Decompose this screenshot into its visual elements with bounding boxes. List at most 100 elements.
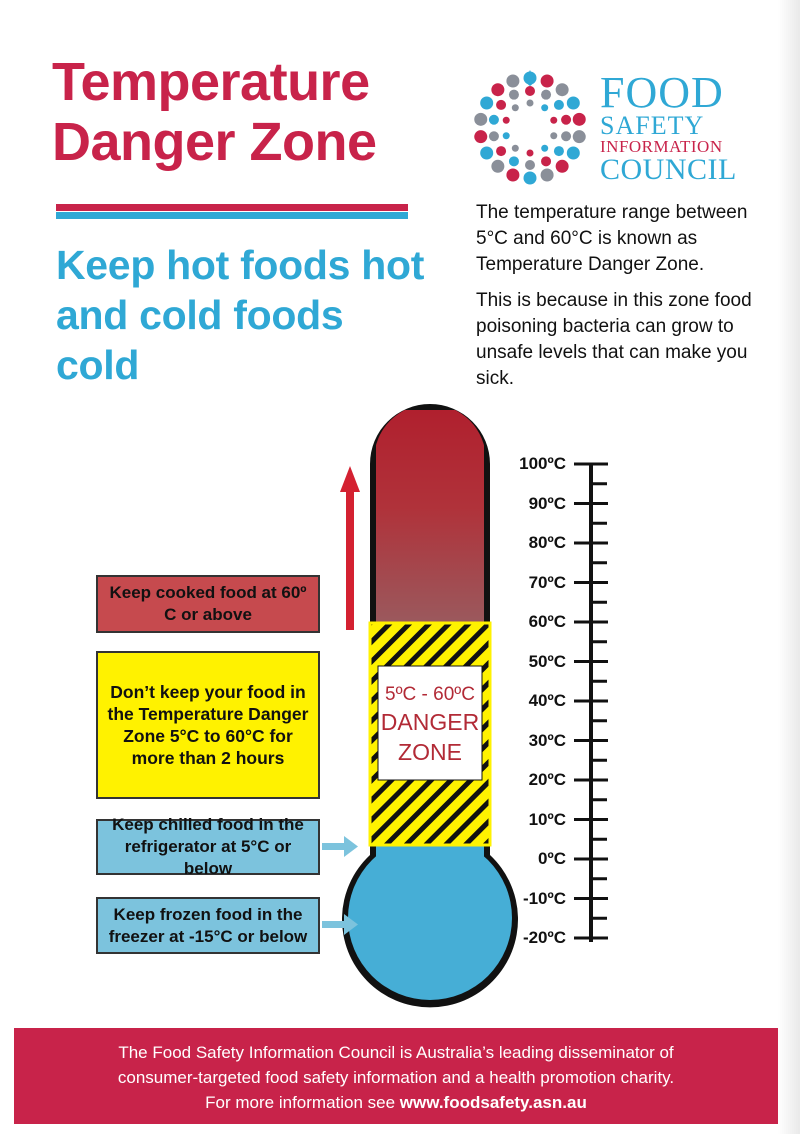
logo-dot xyxy=(572,130,586,144)
scale-label: 40ºC xyxy=(528,691,566,710)
scale-ticks xyxy=(574,462,608,940)
scale-minor-tick xyxy=(591,679,607,683)
intro-text: The temperature range between 5°C and 60… xyxy=(476,200,766,402)
logo-dot xyxy=(491,83,505,97)
page-title: Temperature Danger Zone xyxy=(52,52,432,172)
logo-dot xyxy=(480,96,494,110)
thermometer-diagram: 5ºC - 60ºC DANGER ZONE xyxy=(322,404,608,1008)
scale-minor-tick xyxy=(591,640,607,644)
scale-minor-tick xyxy=(591,521,607,525)
logo-dot xyxy=(496,99,507,110)
scale-minor-tick xyxy=(591,561,607,565)
scale-major-tick xyxy=(574,699,608,703)
logo-dot xyxy=(572,112,586,126)
subtitle-line-1: Keep hot foods hot xyxy=(56,242,425,288)
logo-dot xyxy=(555,83,569,97)
logo-line-food: FOOD xyxy=(600,68,724,117)
scale-major-tick xyxy=(574,818,608,821)
logo-dot xyxy=(488,131,499,142)
logo-dot xyxy=(525,86,535,96)
frozen-food-box: Keep frozen food in the freezer at -15°C… xyxy=(96,897,320,954)
scale-label: 80ºC xyxy=(528,533,566,552)
logo-dot xyxy=(508,89,519,100)
intro-paragraph-2: This is because in this zone food poison… xyxy=(476,290,752,389)
arrow-right-icon xyxy=(322,914,358,935)
scale-minor-tick xyxy=(591,600,607,604)
arrow-up-icon xyxy=(340,466,360,630)
page-subtitle: Keep hot foods hot and cold foods cold xyxy=(56,240,426,390)
logo-wordmark: FOOD SAFETY INFORMATION COUNCIL xyxy=(600,68,750,185)
logo-dot xyxy=(526,149,534,157)
thermometer-hot-section xyxy=(376,410,484,626)
scale-major-tick xyxy=(574,857,608,861)
logo-dot xyxy=(502,132,510,140)
scale-axis xyxy=(589,464,593,942)
scale-label: 20ºC xyxy=(528,770,566,789)
danger-zone-word-1: DANGER xyxy=(381,709,479,735)
logo-dot xyxy=(566,146,580,160)
scale-label: -20ºC xyxy=(522,928,566,947)
footer-line-2: consumer-targeted food safety informatio… xyxy=(117,1068,675,1087)
scale-label: -10ºC xyxy=(522,888,566,908)
logo-dot xyxy=(540,74,554,88)
logo-dot xyxy=(491,159,505,173)
scale-label: 90ºC xyxy=(528,493,566,513)
logo-dot xyxy=(480,146,494,160)
scale-minor-tick xyxy=(591,482,607,486)
hot-food-box: Keep cooked food at 60º C or above xyxy=(96,575,320,633)
chilled-food-box: Keep chilled food in the refrigerator at… xyxy=(96,815,320,878)
title-rule-blue xyxy=(56,212,408,219)
scale-major-tick xyxy=(574,502,608,505)
footer-link-prefix: For more information see xyxy=(205,1093,400,1112)
scale-minor-tick xyxy=(591,916,607,920)
footer-website-link[interactable]: www.foodsafety.asn.au xyxy=(399,1093,587,1112)
logo-dot xyxy=(555,159,569,173)
logo-line-safety: SAFETY xyxy=(600,111,705,140)
intro-paragraph-1: The temperature range between 5°C and 60… xyxy=(476,202,748,275)
logo-dot xyxy=(541,104,549,112)
logo-dot xyxy=(541,144,549,152)
scale-major-tick xyxy=(574,462,608,466)
scale-major-tick xyxy=(574,739,608,742)
logo-dot xyxy=(561,114,572,125)
scale-major-tick xyxy=(574,620,608,624)
logo-dot xyxy=(502,116,510,124)
logo-dot xyxy=(526,99,534,107)
scale-label: 0ºC xyxy=(538,849,566,868)
logo-dot xyxy=(540,168,554,182)
footer-line-3: For more information see www.foodsafety.… xyxy=(14,1090,778,1115)
danger-zone-word-2: ZONE xyxy=(398,739,462,765)
subtitle-line-2: and cold foods cold xyxy=(56,292,344,388)
logo-dot xyxy=(550,116,558,124)
scale-minor-tick xyxy=(591,798,607,802)
scale-label: 30ºC xyxy=(528,730,566,750)
logo-dot xyxy=(553,99,564,110)
page-edge-shadow xyxy=(778,0,800,1134)
logo-dot xyxy=(561,131,572,142)
scale-label: 100ºC xyxy=(519,454,566,473)
logo-dot xyxy=(474,130,488,144)
scale-minor-tick xyxy=(591,758,607,762)
logo-dot xyxy=(541,156,552,167)
scale-minor-tick xyxy=(591,837,607,841)
thermometer-bulb xyxy=(348,836,512,1000)
scale-major-tick xyxy=(574,897,608,900)
footer-banner: The Food Safety Information Council is A… xyxy=(14,1028,778,1124)
logo-dot xyxy=(566,96,580,110)
scale-major-tick xyxy=(574,660,608,663)
scale-major-tick xyxy=(574,581,608,584)
logo-dot xyxy=(541,89,552,100)
logo-dot xyxy=(474,112,488,126)
scale-label: 70ºC xyxy=(528,572,566,592)
scale-major-tick xyxy=(574,778,608,782)
logo-drop xyxy=(526,70,534,86)
arrow-right-icon xyxy=(322,836,358,857)
danger-zone-range: 5ºC - 60ºC xyxy=(385,684,475,705)
scale-minor-tick xyxy=(591,877,607,881)
logo-dot xyxy=(523,171,537,185)
title-line-1: Temperature xyxy=(52,52,370,112)
footer-line-1: The Food Safety Information Council is A… xyxy=(118,1043,674,1062)
logo-line-information: INFORMATION xyxy=(600,137,723,156)
scale-label: 60ºC xyxy=(528,612,566,631)
scale-label: 10ºC xyxy=(528,809,566,829)
